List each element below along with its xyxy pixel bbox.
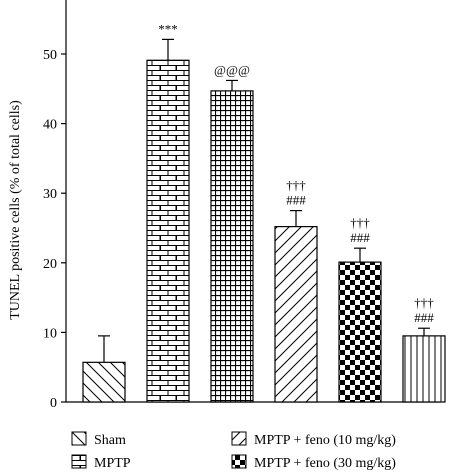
y-tick-label: 40 [43,118,57,133]
bar [82,361,126,403]
y-tick-label: 50 [43,48,57,63]
legend-label: Sham [94,433,126,448]
y-tick-label: 0 [50,396,57,411]
legend-label: MPTP + feno (10 mg/kg) [254,433,396,448]
y-tick-label: 20 [43,257,57,272]
bars: ***@@@†††###†††###†††### [82,21,446,403]
bar [146,59,190,403]
bar [338,261,382,403]
significance-label: @@@ [214,62,250,77]
legend-swatch [231,454,247,469]
bar [274,226,318,403]
bar [402,335,446,403]
significance-label: ### [286,193,306,208]
significance-label: ††† [414,295,434,310]
legend-swatch [231,431,247,446]
legend-swatch [71,454,87,469]
axes: 0 10 20 30 40 50 [43,0,440,411]
y-tick-label: 10 [43,326,57,341]
legend: Sham MPTP MPTP + feno (10 mg/kg) MPTP + fen… [71,431,396,471]
legend-label: MPTP + feno (30 mg/kg) [254,456,396,471]
significance-label: *** [158,21,178,36]
legend-label: MPTP [94,456,131,471]
significance-label: ††† [350,215,370,230]
y-axis-label: TUNEL positive cells (% of total cells) [8,100,23,320]
significance-label: ### [414,310,434,325]
legend-swatch [71,431,87,446]
y-tick-label: 30 [43,187,57,202]
bar [210,90,254,403]
significance-label: ††† [286,178,306,193]
significance-label: ### [350,230,370,245]
